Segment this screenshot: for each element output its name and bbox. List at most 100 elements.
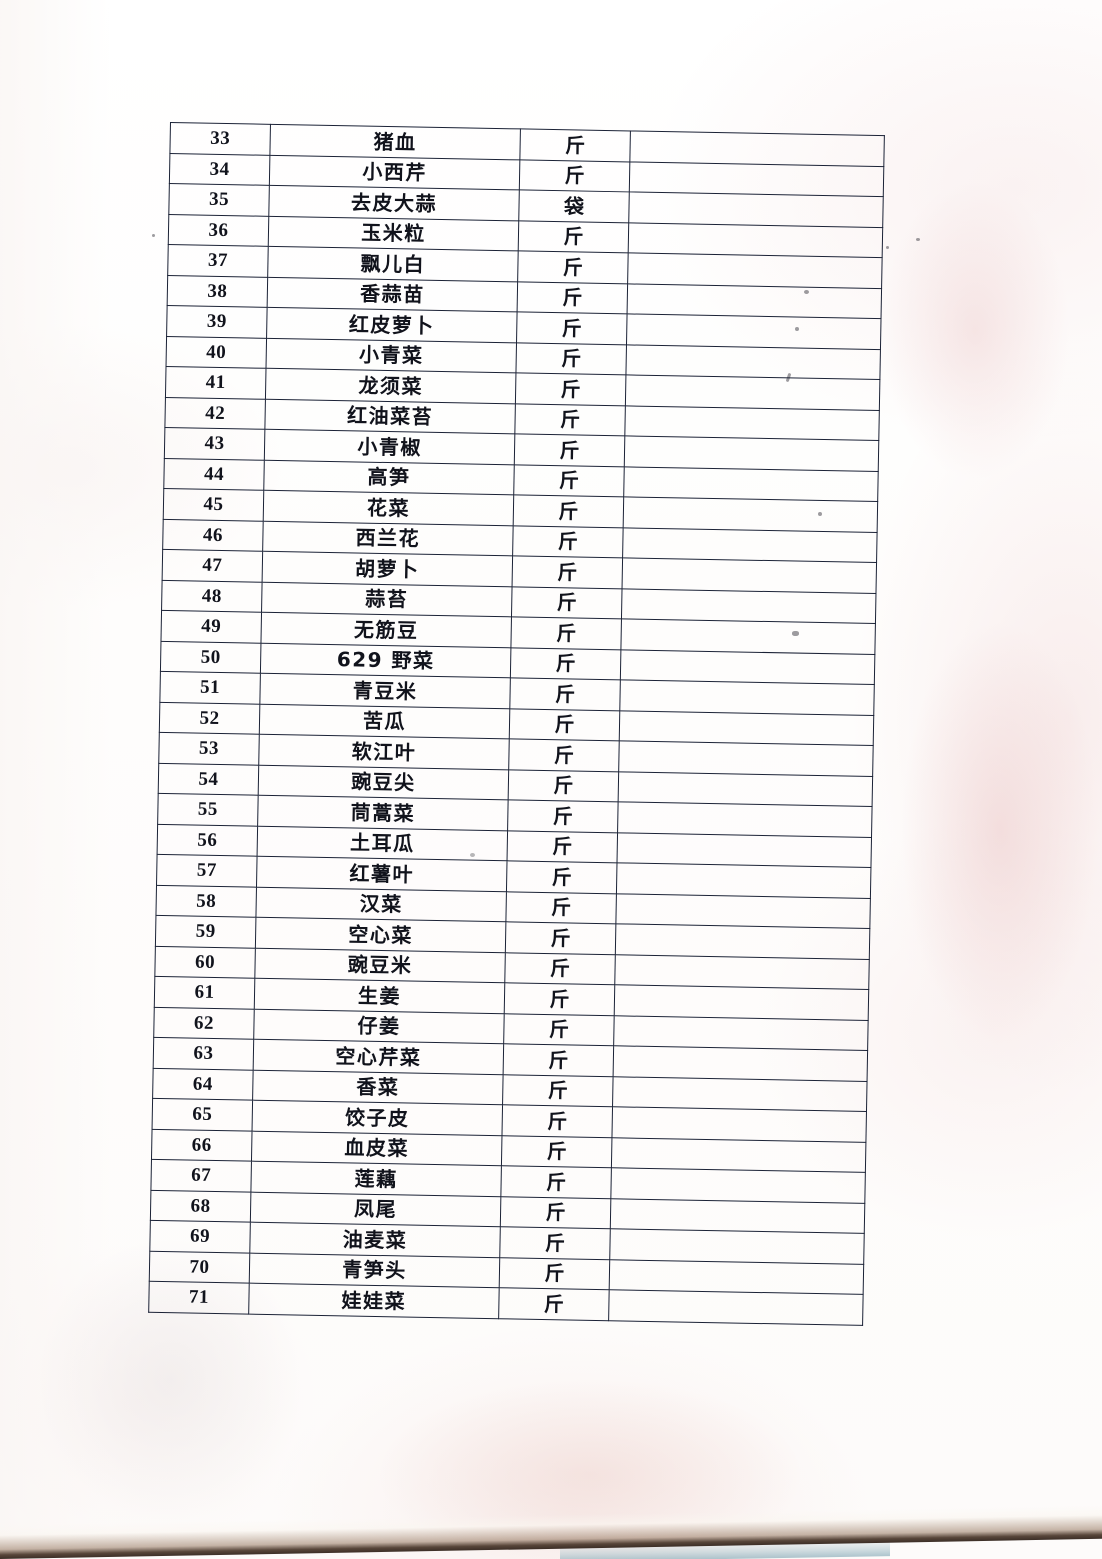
row-index: 57 [156, 854, 258, 887]
row-price [626, 313, 882, 350]
row-name: 软江叶 [258, 734, 510, 770]
row-name: 莲藕 [250, 1161, 502, 1197]
row-unit: 斤 [504, 982, 615, 1016]
row-price [615, 893, 871, 929]
row-index: 43 [164, 427, 265, 460]
row-name: 小西芹 [269, 154, 520, 190]
row-name: 红皮萝卜 [266, 307, 518, 343]
row-unit: 斤 [508, 738, 620, 772]
row-price [629, 161, 884, 197]
row-unit: 斤 [517, 250, 629, 284]
row-index: 65 [152, 1098, 253, 1131]
row-price [624, 405, 880, 441]
row-index: 54 [158, 762, 259, 796]
row-index: 41 [165, 366, 267, 399]
row-price [618, 740, 874, 776]
row-price [611, 1106, 867, 1142]
row-price [625, 344, 881, 380]
row-name: 玉米粒 [268, 215, 519, 251]
row-name: 汉菜 [255, 886, 507, 922]
row-name: 小青椒 [264, 429, 515, 465]
row-name: 青豆米 [259, 673, 511, 709]
row-unit: 斤 [510, 616, 622, 650]
row-price [612, 1076, 868, 1112]
row-unit: 斤 [503, 1043, 614, 1077]
row-price [621, 588, 876, 624]
row-unit: 斤 [511, 586, 623, 619]
row-name: 仔姜 [253, 1008, 505, 1044]
ink-speck [470, 853, 475, 857]
row-name: 豌豆米 [254, 947, 506, 983]
row-price [614, 954, 870, 990]
row-index: 39 [166, 305, 268, 338]
row-index: 70 [149, 1250, 250, 1284]
row-price [613, 1045, 868, 1081]
row-price [610, 1167, 866, 1203]
row-name: 蒜苔 [261, 581, 513, 617]
row-index: 44 [163, 457, 265, 491]
row-index: 38 [167, 274, 268, 308]
row-price [625, 374, 880, 411]
row-unit: 斤 [508, 769, 619, 802]
row-index: 49 [160, 610, 262, 643]
row-name: 小青菜 [266, 337, 517, 373]
row-name: 红薯叶 [256, 856, 508, 892]
row-name: 龙须菜 [265, 368, 516, 404]
row-unit: 斤 [507, 830, 618, 863]
row-unit: 斤 [516, 311, 628, 345]
row-name: 无筋豆 [260, 612, 512, 648]
row-index: 48 [161, 579, 263, 613]
row-name: 空心芹菜 [253, 1039, 504, 1075]
row-price [608, 1289, 864, 1325]
row-index: 63 [153, 1037, 254, 1070]
row-name: 高笋 [263, 459, 515, 495]
row-name: 飘儿白 [267, 246, 519, 282]
row-price [620, 618, 876, 655]
row-price [624, 435, 879, 472]
row-index: 71 [148, 1281, 250, 1314]
row-unit: 斤 [498, 1287, 610, 1321]
row-price [627, 283, 882, 319]
row-index: 55 [157, 793, 259, 826]
row-unit: 斤 [515, 342, 627, 375]
row-unit: 斤 [510, 647, 621, 680]
row-price [622, 557, 877, 594]
row-unit: 斤 [506, 860, 617, 894]
row-index: 62 [153, 1006, 255, 1040]
row-name: 香菜 [252, 1069, 504, 1105]
row-index: 69 [149, 1220, 251, 1253]
row-index: 35 [168, 183, 270, 216]
row-index: 45 [163, 488, 264, 521]
row-unit: 斤 [512, 525, 624, 558]
row-name: 生姜 [254, 978, 505, 1014]
row-name: 去皮大蒜 [268, 185, 520, 221]
row-unit: 斤 [500, 1165, 612, 1199]
row-index: 56 [157, 823, 258, 857]
row-unit: 袋 [518, 189, 630, 223]
row-unit: 斤 [513, 464, 625, 497]
row-index: 66 [151, 1128, 253, 1162]
row-name: 豌豆尖 [258, 764, 509, 800]
row-name: 娃娃菜 [248, 1283, 500, 1319]
ink-speck [916, 238, 920, 241]
row-unit: 斤 [518, 220, 629, 253]
row-unit: 斤 [503, 1013, 615, 1046]
row-unit: 斤 [509, 708, 620, 741]
row-unit: 斤 [515, 372, 626, 406]
paper-left-tint [0, 0, 110, 1559]
row-unit: 斤 [499, 1226, 611, 1260]
row-unit: 斤 [505, 891, 617, 924]
row-price [620, 649, 875, 685]
row-index: 67 [150, 1159, 252, 1192]
ink-speck [886, 246, 889, 249]
row-index: 42 [164, 396, 266, 430]
row-index: 61 [154, 976, 255, 1009]
row-unit: 斤 [509, 677, 621, 711]
row-unit: 斤 [514, 403, 626, 436]
row-index: 68 [150, 1189, 251, 1223]
ink-speck [818, 512, 822, 516]
row-unit: 斤 [501, 1104, 613, 1138]
row-price [609, 1259, 864, 1295]
row-name: 茼蒿菜 [257, 795, 509, 831]
